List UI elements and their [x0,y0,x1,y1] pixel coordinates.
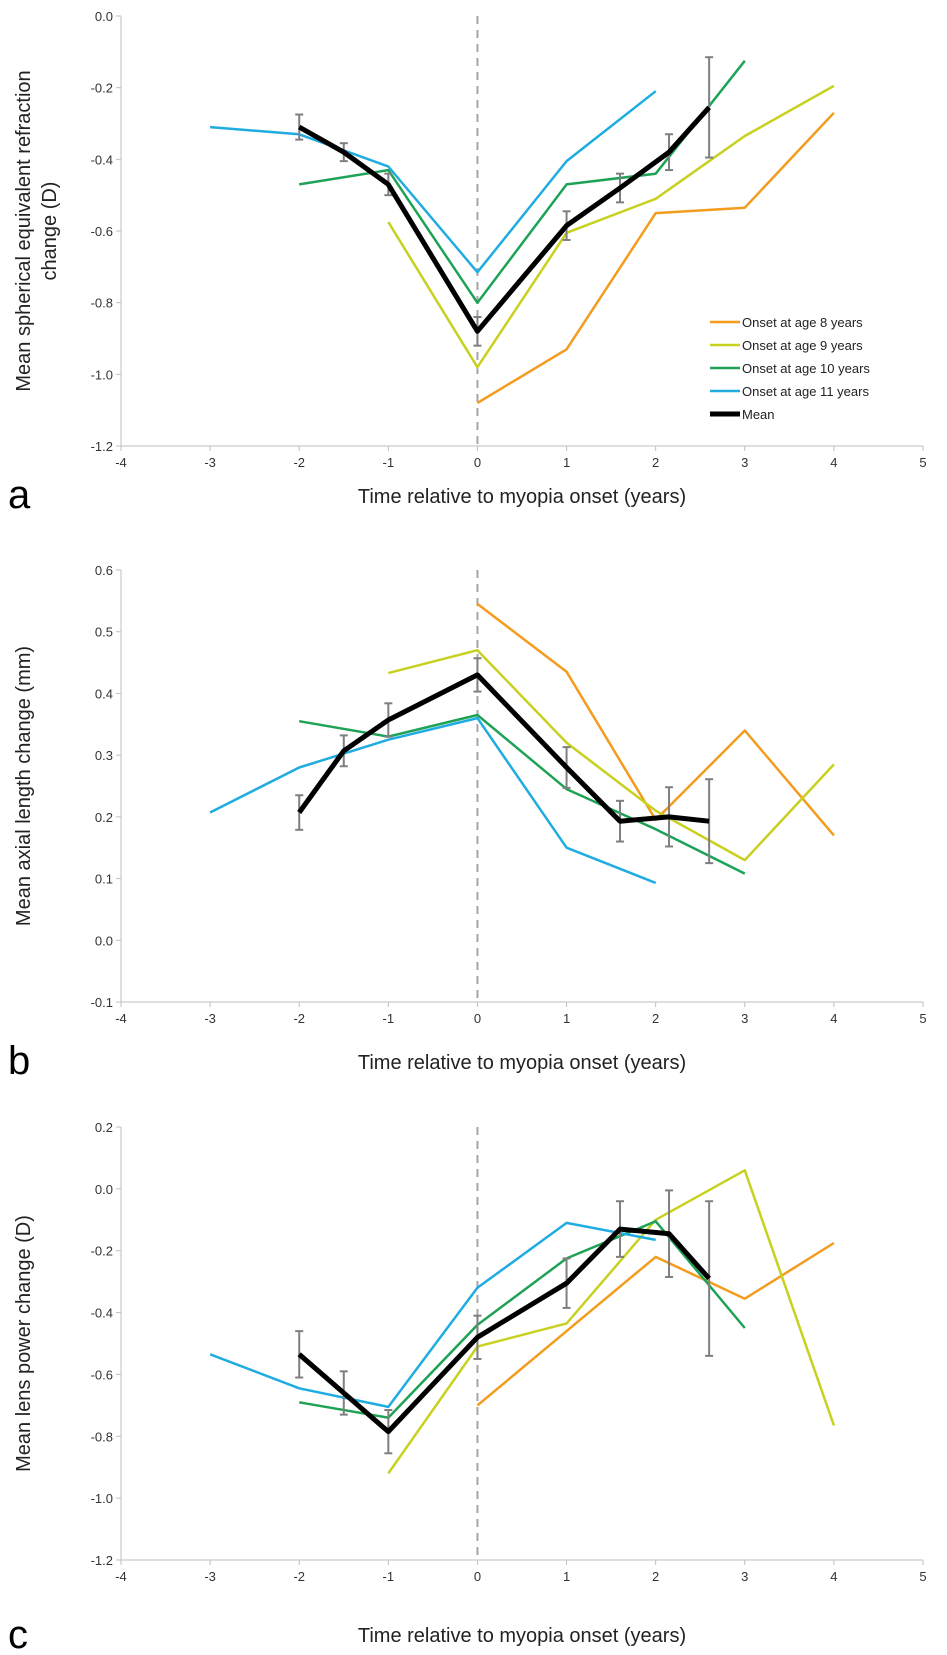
x-tick-label: -3 [204,1011,216,1026]
legend-label: Onset at age 8 years [742,315,863,330]
legend-label: Onset at age 11 years [742,384,869,399]
x-tick-label: -4 [115,1011,127,1026]
y-tick-label: -0.6 [91,224,113,239]
y-tick-label: -0.4 [91,152,113,167]
y-tick-label: 0.5 [95,625,113,640]
series-line-onset11 [209,716,657,885]
legend-label: Mean [742,407,775,422]
y-tick-label: -1.0 [91,367,113,382]
series-line-onset8 [476,602,835,837]
x-tick-label: 4 [830,455,837,470]
y-tick-label: -0.2 [91,81,113,96]
x-tick-label: -2 [293,455,305,470]
x-tick-label: -3 [204,455,216,470]
series-line-mean [297,672,710,824]
x-tick-label: -4 [115,1569,127,1584]
x-axis-label: Time relative to myopia onset (years) [358,486,686,508]
x-tick-label: 1 [563,455,570,470]
x-axis-label: Time relative to myopia onset (years) [358,1052,686,1074]
series-line-onset8 [476,1241,835,1407]
panel-letter: c [8,1613,28,1655]
y-tick-label: 0.0 [95,933,113,948]
x-tick-label: 4 [830,1011,837,1026]
x-tick-label: -4 [115,455,127,470]
panel-letter: a [8,473,31,517]
y-tick-label: 0.2 [95,1120,113,1135]
error-bar [705,56,714,159]
series-line-mean [297,1226,711,1435]
y-tick-label: 0.4 [95,686,113,701]
x-tick-label: 4 [830,1569,837,1584]
series-line-onset8 [476,111,835,405]
x-tick-label: 3 [741,1569,748,1584]
y-axis-label: Mean spherical equivalent refraction chan… [13,70,61,391]
x-tick-label: 5 [919,1569,926,1584]
y-tick-label: -0.2 [91,1244,113,1259]
x-tick-label: 0 [474,1011,481,1026]
y-tick-label: 0.0 [95,1182,113,1197]
x-tick-label: 0 [474,455,481,470]
series-line-onset9 [387,1169,836,1475]
panel-letter: b [8,1039,30,1083]
y-tick-label: -0.8 [91,1429,113,1444]
y-tick-label: 0.3 [95,748,113,763]
y-tick-label: -0.8 [91,296,113,311]
y-tick-label: -0.1 [91,995,113,1010]
x-tick-label: -3 [204,1569,216,1584]
y-tick-label: -1.0 [91,1491,113,1506]
y-tick-label: 0.1 [95,872,113,887]
error-bar [705,778,714,865]
x-tick-label: 2 [652,1011,659,1026]
x-tick-label: -2 [293,1011,305,1026]
x-tick-label: -1 [383,1011,395,1026]
x-tick-label: 0 [474,1569,481,1584]
panel-b: 0.6 0.5 0.4 0.3 0.2 0.1 0.0 -0.1-4 -3 -2 -1 0 1 2 3 4 5 T… [8,563,927,1083]
legend: Onset at age 8 years Onset at age 9 years… [710,315,870,422]
error-bar [295,794,304,831]
y-axis-label: Mean lens power change (D) [13,1215,35,1472]
x-tick-label: -1 [383,1569,395,1584]
x-tick-label: -1 [383,455,395,470]
y-tick-label: -1.2 [91,439,113,454]
y-tick-label: 0.2 [95,810,113,825]
series-line-onset11 [209,90,657,274]
panel-a: 0.0 -0.2 -0.4 -0.6 -0.8 -1.0 -1.2-4 -3 -2 -1 0 1 2 3 4… [8,9,927,517]
y-tick-label: 0.0 [95,9,113,24]
panel-c: 0.2 0.0 -0.2 -0.4 -0.6 -0.8 -1.0 -1.2-4 -3 -2 -1 0 1… [8,1120,927,1655]
series-line-onset11 [209,1221,656,1409]
series-line-onset9 [387,84,835,369]
x-tick-label: -2 [293,1569,305,1584]
y-tick-label: -0.6 [91,1367,113,1382]
y-tick-label: 0.6 [95,563,113,578]
x-tick-label: 5 [919,455,926,470]
x-tick-label: 1 [563,1569,570,1584]
x-tick-label: 2 [652,1569,659,1584]
series-line-onset9 [387,648,835,862]
x-tick-label: 1 [563,1011,570,1026]
y-axis-label: Mean axial length change (mm) [13,646,35,926]
x-axis-label: Time relative to myopia onset (years) [358,1625,686,1647]
series-line-onset10 [298,1220,746,1419]
x-tick-label: 2 [652,455,659,470]
error-bar [705,1200,714,1357]
legend-label: Onset at age 10 years [742,361,870,376]
x-tick-label: 3 [741,1011,748,1026]
y-tick-label: -1.2 [91,1553,113,1568]
series-line-mean [297,105,711,334]
x-tick-label: 3 [741,455,748,470]
x-tick-label: 5 [919,1011,926,1026]
y-tick-label: -0.4 [91,1306,113,1321]
legend-label: Onset at age 9 years [742,338,863,353]
series-line-onset10 [298,713,746,875]
